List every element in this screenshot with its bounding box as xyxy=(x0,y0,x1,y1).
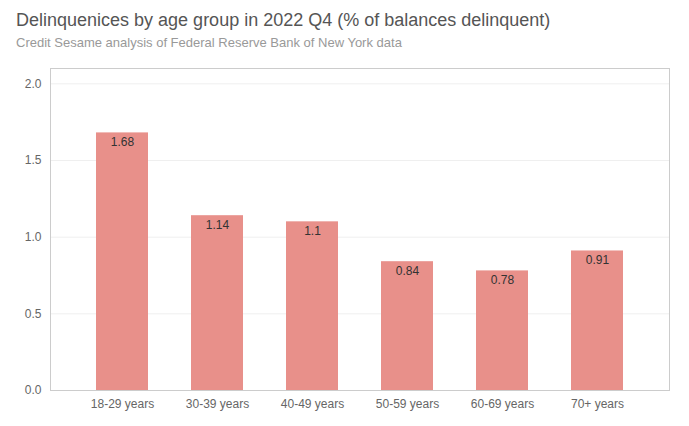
svg-text:60-69 years: 60-69 years xyxy=(471,397,534,411)
svg-text:1.14: 1.14 xyxy=(206,218,230,232)
svg-text:0.91: 0.91 xyxy=(586,253,610,267)
svg-text:0.84: 0.84 xyxy=(396,264,420,278)
svg-text:0.78: 0.78 xyxy=(491,273,515,287)
svg-text:1.1: 1.1 xyxy=(304,224,321,238)
svg-text:2.0: 2.0 xyxy=(25,77,42,91)
html-text:Delinquenices by age group in: Delinquenices by age group in 2022 Q4 (%… xyxy=(16,10,551,30)
svg-text:1.0: 1.0 xyxy=(25,230,42,244)
svg-text:70+ years: 70+ years xyxy=(571,397,624,411)
html-text:Credit Sesame analysis of Fede: Credit Sesame analysis of Federal Reserv… xyxy=(16,35,402,50)
svg-text:0.5: 0.5 xyxy=(25,307,42,321)
svg-text:40-49 years: 40-49 years xyxy=(281,397,344,411)
svg-text:1.5: 1.5 xyxy=(25,153,42,167)
svg-text:0.0: 0.0 xyxy=(25,383,42,397)
svg-text:1.68: 1.68 xyxy=(111,135,135,149)
svg-text:30-39 years: 30-39 years xyxy=(186,397,249,411)
svg-text:18-29 years: 18-29 years xyxy=(91,397,154,411)
svg-text:50-59 years: 50-59 years xyxy=(376,397,439,411)
